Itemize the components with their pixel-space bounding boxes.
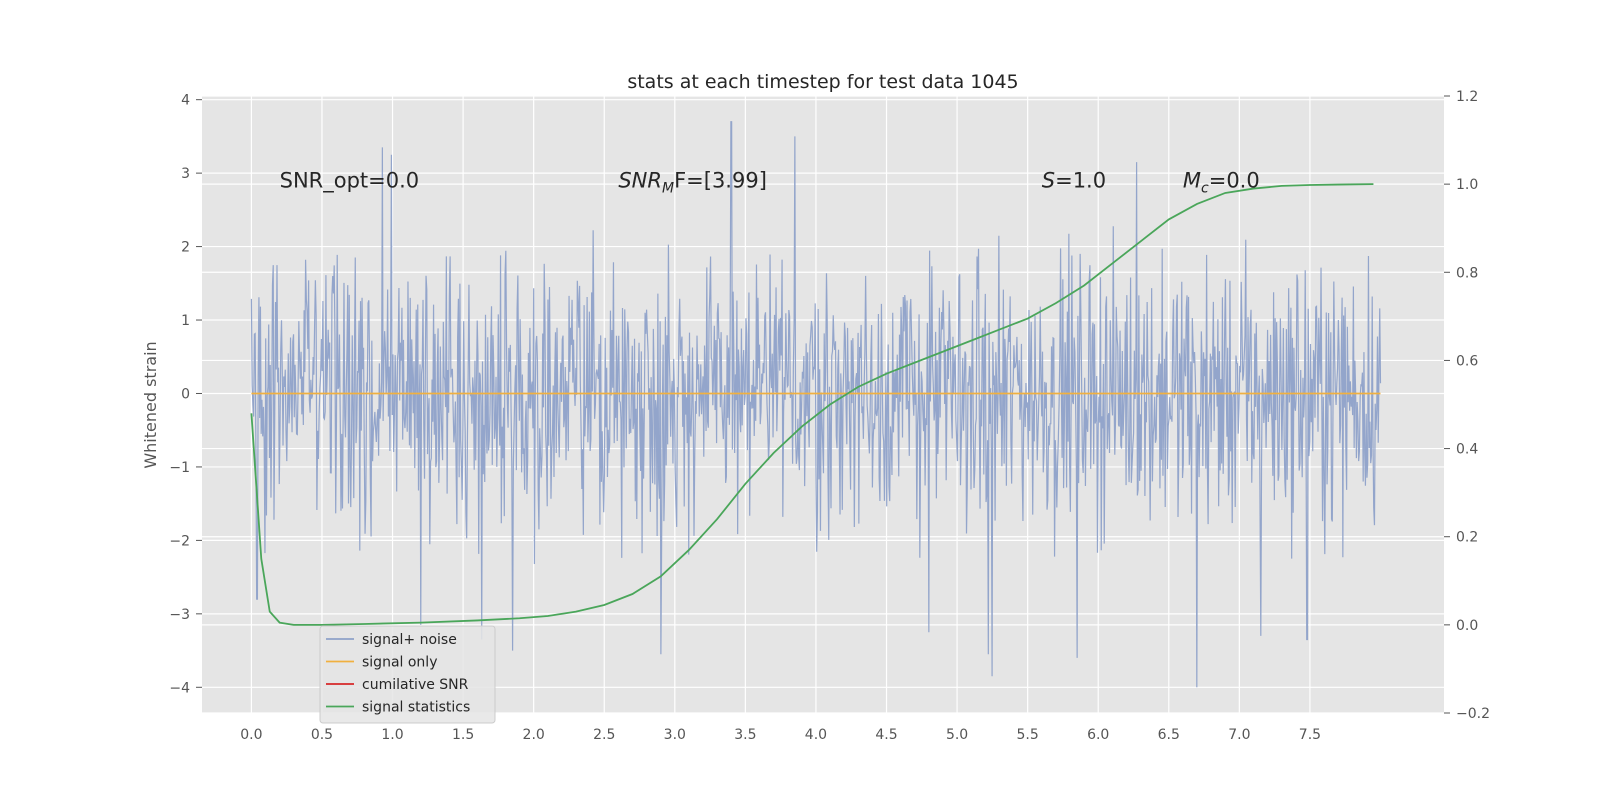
x-tick-label: 6.5 xyxy=(1158,727,1180,743)
annotation-s: S=1.0 xyxy=(1042,168,1106,192)
y2-tick-label: 0.2 xyxy=(1456,530,1478,546)
axes: 0.0 0.5 1.0 1.5 2.0 2.5 3.0 3.5 4.0 4.5 5.0 5.5 6.0 6… xyxy=(169,89,1490,743)
x-tick-label: 4.5 xyxy=(875,727,897,743)
signal-statistics-line xyxy=(250,183,1374,626)
y-tick-label: −1 xyxy=(169,460,190,476)
y-tick-label: 4 xyxy=(181,93,190,109)
y2-tick-label: 0.8 xyxy=(1456,265,1478,281)
y-tick-label: −2 xyxy=(169,533,190,549)
legend-box xyxy=(319,625,496,724)
legend-label: signal only xyxy=(362,655,437,671)
y-tick-label: −3 xyxy=(169,607,190,623)
x-tick-label: 1.0 xyxy=(381,727,403,743)
annotation-value: =1.0 xyxy=(1055,168,1106,192)
x-tick-label: 5.0 xyxy=(946,727,968,743)
x-tick-label: 5.5 xyxy=(1017,727,1039,743)
legend-label: signal+ noise xyxy=(362,632,457,648)
y-axis-label: Whitened strain xyxy=(141,341,160,468)
annotation-value: F=[3.99] xyxy=(674,168,767,192)
x-tick-label: 7.5 xyxy=(1299,727,1321,743)
legend-label: signal statistics xyxy=(362,700,470,716)
y-tick-label: 0 xyxy=(181,386,190,402)
y-tick-label: 3 xyxy=(181,166,190,182)
annotation-symbol: M xyxy=(1183,168,1201,192)
y2-tick-label: 1.2 xyxy=(1456,89,1478,105)
annotation-symbol: S xyxy=(1042,168,1055,192)
legend: signal+ noise signal only cumilative SNR si… xyxy=(319,625,496,724)
signal-plus-noise-line xyxy=(250,121,1382,688)
x-tick-label: 4.0 xyxy=(805,727,827,743)
signal-plus-noise-trace xyxy=(250,121,1382,688)
annotation-snr-mf: SNRMF=[3.99] xyxy=(618,168,767,196)
series-layer xyxy=(250,183,1381,626)
y2-tick-label: −0.2 xyxy=(1456,706,1490,722)
chart-title: stats at each timestep for test data 104… xyxy=(627,71,1018,93)
x-tick-label: 1.5 xyxy=(452,727,474,743)
x-tick-label: 3.0 xyxy=(664,727,686,743)
y2-tick-label: 0.4 xyxy=(1456,442,1478,458)
x-tick-label: 6.0 xyxy=(1087,727,1109,743)
x-tick-label: 2.0 xyxy=(523,727,545,743)
annotation-mc: Mc=0.0 xyxy=(1183,168,1260,196)
y-tick-label: −4 xyxy=(169,680,190,696)
x-tick-label: 0.5 xyxy=(311,727,333,743)
annotation-subscript: c xyxy=(1201,180,1209,196)
y2-tick-label: 0.0 xyxy=(1456,618,1478,634)
y-tick-label: 2 xyxy=(181,240,190,256)
x-tick-label: 0.0 xyxy=(240,727,262,743)
x-tick-label: 3.5 xyxy=(734,727,756,743)
x-tick-label: 2.5 xyxy=(593,727,615,743)
annotation-snr-opt: SNR_opt=0.0 xyxy=(280,168,420,193)
y-tick-label: 1 xyxy=(181,313,190,329)
annotation-symbol: SNR xyxy=(618,168,662,192)
x-tick-label: 7.0 xyxy=(1228,727,1250,743)
legend-label: cumilative SNR xyxy=(362,677,469,693)
annotation-value: =0.0 xyxy=(1209,168,1260,192)
y2-tick-label: 0.6 xyxy=(1456,353,1478,369)
annotation-subscript: M xyxy=(662,180,674,196)
annotations: SNR_opt=0.0 SNRMF=[3.99] S=1.0 Mc=0.0 xyxy=(280,168,1260,196)
y2-tick-label: 1.0 xyxy=(1456,177,1478,193)
